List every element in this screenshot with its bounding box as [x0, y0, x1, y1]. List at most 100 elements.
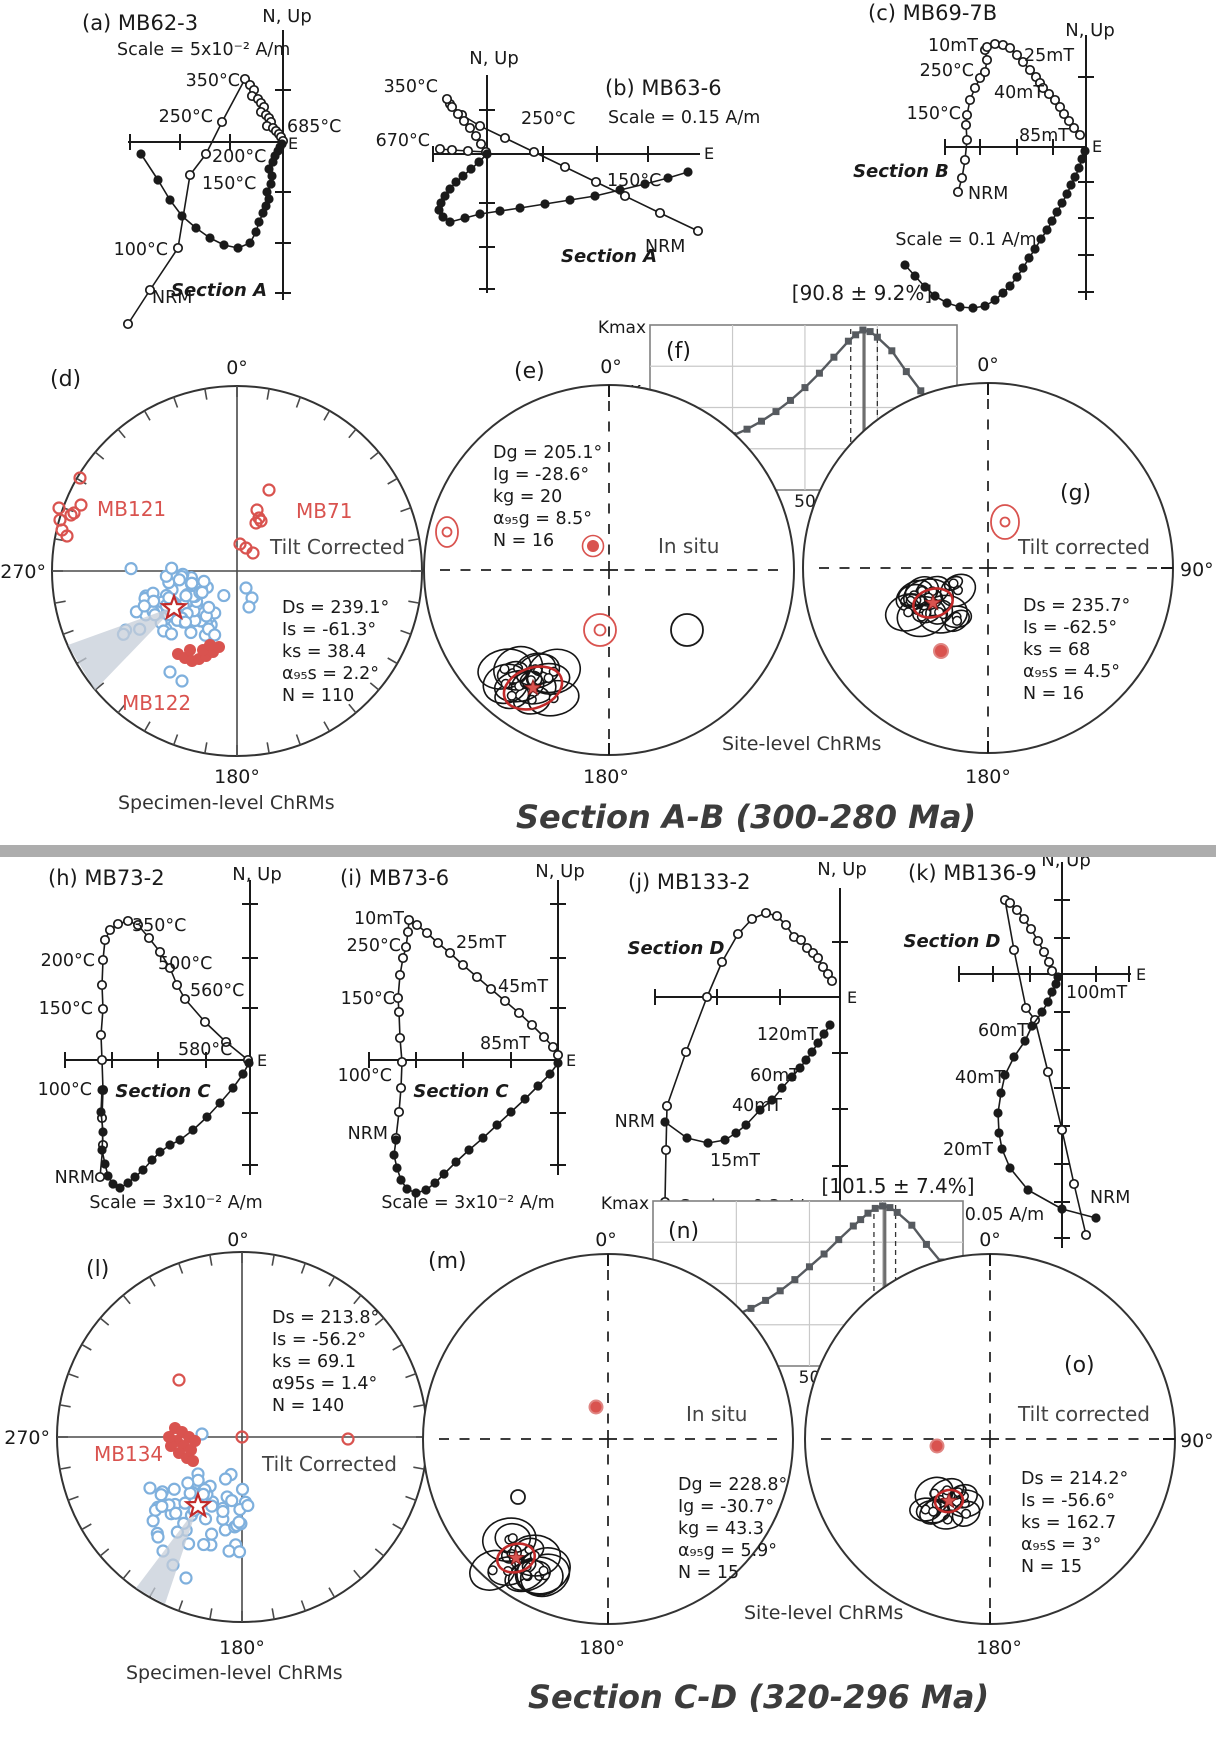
figure-text: Scale = 0.1 A/m — [895, 230, 1036, 250]
mean-direction-star — [159, 592, 189, 621]
figure-text: 270° — [4, 1427, 50, 1449]
figure-text: 0° — [977, 354, 999, 376]
figure-text: Scale = 0.15 A/m — [608, 108, 760, 128]
plus-graticule — [821, 1270, 1159, 1608]
figure-text: Section B — [853, 161, 949, 182]
figure-text: α₉₅g = 8.5° — [493, 509, 592, 529]
specimen-level-label-ab: Specimen-level ChRMs — [118, 792, 335, 814]
figure-text: 180° — [976, 1637, 1022, 1659]
figure-text: 50 — [794, 492, 816, 512]
section-divider-bar — [0, 845, 1216, 857]
stereonet-panel-m: (m) 0° 180° In situ Dg = 228.8°Ig = -30.7°kg… — [422, 1229, 794, 1659]
figure-text: Is = -61.3° — [282, 620, 376, 640]
site-symbol-black-circle — [670, 613, 704, 647]
figure-text: Section D — [627, 938, 724, 959]
figure-text: 10mT — [928, 36, 978, 56]
figure-text: 0° — [227, 1229, 249, 1251]
figure-text: E — [257, 1051, 267, 1070]
figure-text: 180° — [965, 766, 1011, 788]
figure-text: Dg = 205.1° — [493, 443, 602, 463]
figure-text: 150°C — [341, 989, 395, 1009]
zijderveld-panel-c: (c) MB69-7B Scale = 0.1 A/m N, Up E 10mT 25mT… — [853, 1, 1115, 313]
panel-letter: (n) — [668, 1219, 699, 1244]
site-symbol-red-dot — [588, 1399, 604, 1415]
figure-text: N = 16 — [1023, 684, 1084, 704]
mean-direction-star — [524, 678, 542, 696]
figure-text: (a) MB62-3 — [82, 11, 198, 35]
figure-text: N = 110 — [282, 686, 354, 706]
open-path — [659, 907, 838, 1208]
figure-text: 670°C — [376, 131, 430, 151]
stereonet-panel-g: (g) 0° 90° 180° Tilt corrected Ds = 235.7°Is … — [802, 354, 1214, 788]
figure-text: N, Up — [817, 859, 867, 880]
figure-text: 180° — [579, 1637, 625, 1659]
figure-text: 120mT — [757, 1025, 818, 1045]
confidence-wedge — [68, 606, 176, 690]
site-symbol-red-dot — [929, 1438, 945, 1454]
mean-confidence-ellipse — [495, 1542, 537, 1574]
figure-text: ks = 162.7 — [1021, 1513, 1116, 1533]
figure-text: ks = 68 — [1023, 640, 1090, 660]
figure-text: N, Up — [469, 48, 519, 69]
figure-text: MB134 — [94, 1442, 163, 1466]
figure-text: 250°C — [347, 936, 401, 956]
figure-text: Section C — [413, 1081, 509, 1102]
stereonet-panel-d: (d) 0° 270° 180° Tilt Corrected MB121 MB71 MB12… — [0, 357, 423, 788]
figure-text: (g) — [1060, 481, 1091, 506]
figure-text: Section C — [115, 1081, 211, 1102]
open-path — [434, 93, 704, 237]
figure-text: N, Up — [262, 6, 312, 27]
figure-text: (j) MB133-2 — [628, 870, 750, 894]
figure-text: NRM — [645, 237, 685, 257]
figure-text: (o) — [1064, 1353, 1095, 1378]
figure-text: 150°C — [39, 999, 93, 1019]
site-symbol-red-dot — [933, 643, 949, 659]
site-symbol-black-circle — [510, 1489, 526, 1505]
figure-text: Ig = -28.6° — [493, 465, 589, 485]
figure-text: Kmax — [601, 1194, 649, 1214]
figure-text: N = 16 — [493, 531, 554, 551]
figure-text: N = 140 — [272, 1396, 344, 1416]
figure-text: NRM — [615, 1112, 655, 1132]
filled-path — [136, 139, 287, 253]
open-path — [122, 73, 289, 330]
figure-text: (l) — [86, 1257, 109, 1282]
figure-text: 250°C — [521, 109, 575, 129]
figure-text: 180° — [214, 766, 260, 788]
figure-text: NRM — [348, 1124, 388, 1144]
mean-confidence-ellipse — [912, 587, 954, 619]
figure-text: 10mT — [354, 909, 404, 929]
section-cd-title: Section C-D (320-296 Ma) — [528, 1678, 990, 1716]
plus-graticule — [440, 401, 778, 739]
figure-text: 180° — [219, 1637, 265, 1659]
figure-text: kg = 43.3 — [678, 1519, 764, 1539]
confidence-wedge — [136, 1506, 198, 1604]
figure-text: 20mT — [943, 1140, 993, 1160]
stereonet-panel-e: (e) 0° 180° In situ Dg = 205.1°Ig = -28.6°kg… — [423, 356, 795, 788]
figure-text: Ds = 235.7° — [1023, 596, 1130, 616]
figure-text: Scale = 3x10⁻² A/m — [89, 1193, 262, 1213]
figure-text: Scale = 3x10⁻² A/m — [381, 1193, 554, 1213]
figure-text: α₉₅s = 3° — [1021, 1535, 1101, 1555]
figure-text: (b) MB63-6 — [605, 76, 722, 100]
figure-text: 150°C — [607, 171, 661, 191]
figure-text: 180° — [583, 766, 629, 788]
figure-text: MB121 — [97, 497, 166, 521]
figure-text: kg = 20 — [493, 487, 562, 507]
filled-path — [434, 149, 693, 227]
figure-text: Ds = 239.1° — [282, 598, 389, 618]
figure-text: Tilt corrected — [1017, 1402, 1150, 1426]
figure-text: ks = 38.4 — [282, 642, 366, 662]
figure-text: Ig = -30.7° — [678, 1497, 774, 1517]
figure-text: (d) — [50, 367, 81, 392]
figure-text: Section A — [561, 246, 657, 267]
figure-text: E — [704, 144, 714, 163]
figure-text: 560°C — [190, 981, 244, 1001]
figure-text: 0° — [600, 356, 622, 378]
site-level-label-cd: Site-level ChRMs — [744, 1602, 904, 1624]
zijderveld-panel-b: (b) MB63-6 Scale = 0.15 A/m N, Up E 350°C 670… — [376, 48, 760, 293]
figure-text: 85mT — [1019, 126, 1069, 146]
figure-text: α₉₅s = 2.2° — [282, 664, 379, 684]
